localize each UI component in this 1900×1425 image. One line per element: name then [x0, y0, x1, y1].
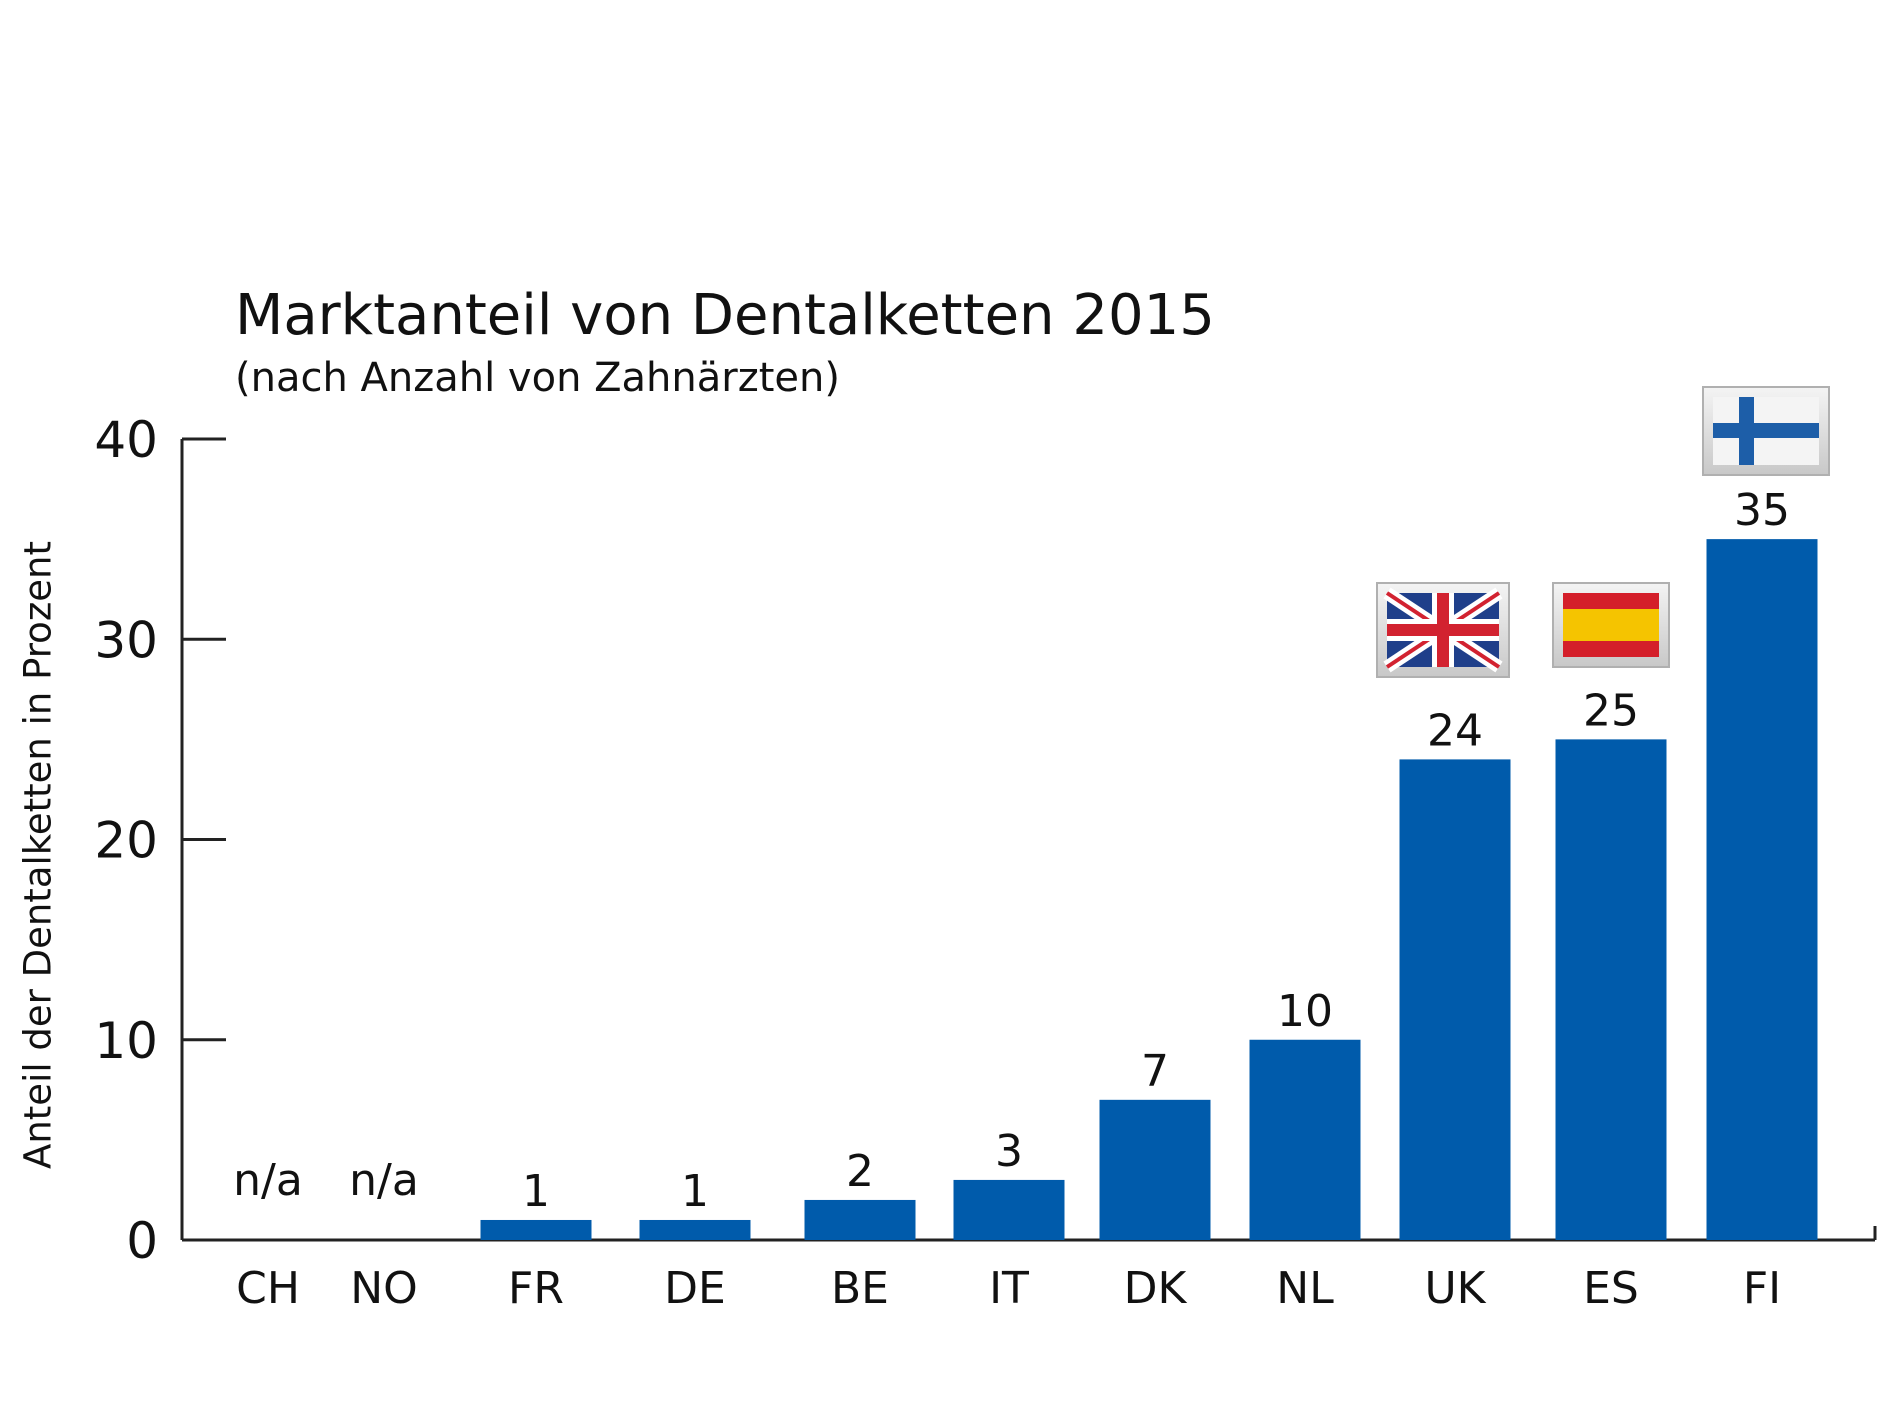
y-tick-label: 20	[94, 812, 158, 870]
x-tick-label-de: DE	[664, 1263, 726, 1314]
uk-flag-icon	[1376, 582, 1510, 678]
data-label-es: 25	[1583, 685, 1639, 736]
data-label-fr: 1	[522, 1166, 550, 1217]
x-tick-label-be: BE	[831, 1263, 889, 1314]
chart-title: Marktanteil von Dentalketten 2015	[235, 283, 1215, 348]
data-label-be: 2	[846, 1146, 874, 1197]
y-tick-label: 40	[94, 411, 158, 469]
y-tick-label: 30	[94, 611, 158, 669]
bar-nl	[1249, 1039, 1361, 1240]
bar-fr	[480, 1219, 592, 1240]
x-tick-label-nl: NL	[1276, 1263, 1334, 1314]
chart-subtitle: (nach Anzahl von Zahnärzten)	[235, 355, 840, 401]
data-label-de: 1	[681, 1166, 709, 1217]
x-tick-label-no: NO	[350, 1263, 418, 1314]
bar-fi	[1706, 539, 1818, 1240]
data-label-no: n/a	[349, 1155, 419, 1206]
finland-flag-icon	[1702, 386, 1830, 476]
data-label-uk: 24	[1427, 705, 1483, 756]
data-label-it: 3	[995, 1126, 1023, 1177]
flag-cross-red	[1387, 624, 1499, 636]
x-tick-label-it: IT	[989, 1263, 1029, 1314]
bar-dk	[1099, 1099, 1211, 1240]
bar-es	[1555, 739, 1667, 1240]
x-tick-label-es: ES	[1583, 1263, 1639, 1314]
flag-cross	[1713, 423, 1819, 438]
y-tick-label: 0	[126, 1212, 158, 1270]
data-label-fi: 35	[1734, 485, 1790, 536]
data-label-ch: n/a	[233, 1155, 303, 1206]
x-tick-label-uk: UK	[1424, 1263, 1486, 1314]
x-tick-label-fi: FI	[1743, 1263, 1781, 1314]
x-tick-label-dk: DK	[1124, 1263, 1188, 1314]
bar-uk	[1399, 759, 1511, 1240]
spain-flag-icon	[1552, 582, 1670, 668]
data-label-dk: 7	[1141, 1046, 1169, 1097]
bar-de	[639, 1219, 751, 1240]
flag-yellow-band	[1563, 609, 1659, 641]
bar-it	[953, 1179, 1065, 1240]
x-tick-label-ch: CH	[236, 1263, 300, 1314]
data-label-nl: 10	[1277, 986, 1333, 1037]
x-tick-label-fr: FR	[508, 1263, 564, 1314]
bar-be	[804, 1199, 916, 1240]
y-tick-label: 10	[94, 1012, 158, 1070]
